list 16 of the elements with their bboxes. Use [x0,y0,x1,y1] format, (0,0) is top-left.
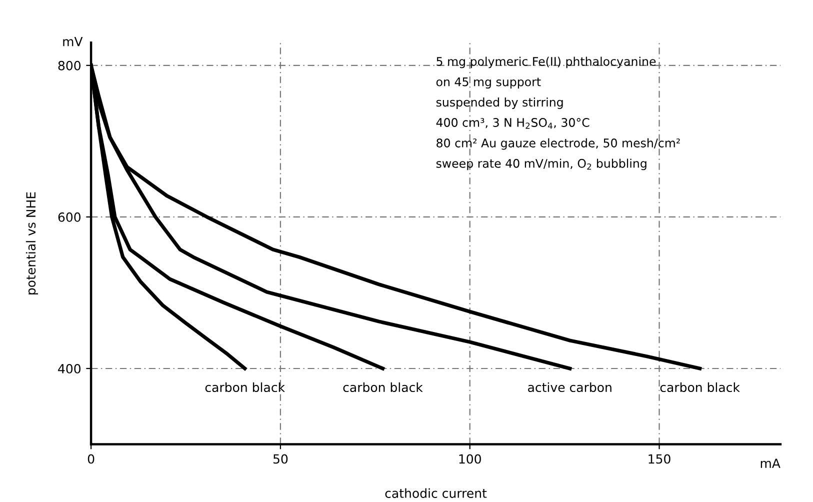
x-tick-label: 100 [459,454,481,464]
series-label: active carbon [528,382,612,392]
x-tick-label: 50 [273,454,288,464]
series-label: carbon black [660,382,740,392]
text: 5 mg polymeric Fe(II) phthalocyanine on 45 mg support suspended by stirring 400 cm³, 3 N H$_{2}$SO$_{4}$, 30°C 80 cm² Au gauze electrode, 50 mesh/cm² sweep rate 40 mV/min, O$_{2}$ bubbling [436,56,680,170]
series-label: carbon black [205,382,285,392]
y-tick-label: 400 [58,364,81,374]
y-tick-label: 600 [58,212,81,222]
series-label: carbon black [343,382,423,392]
x-tick-label: 0 [88,454,94,464]
x-axis-title: cathodic current [385,488,487,498]
x-tick-label: 150 [648,454,670,464]
text: mV [63,37,83,46]
y-axis-title: potential vs NHE [26,192,38,294]
y-tick-label: 800 [58,60,81,70]
text: mA [760,458,780,468]
